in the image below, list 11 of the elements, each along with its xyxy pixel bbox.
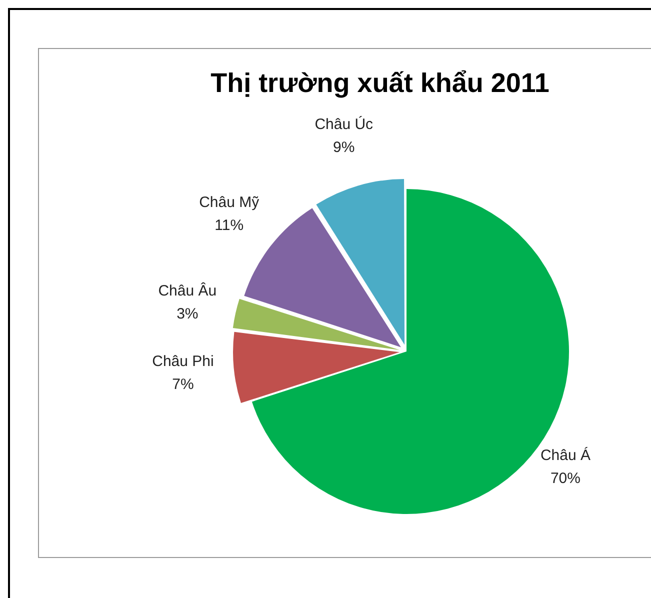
- data-label: 70%: [550, 470, 580, 488]
- slice-label: Châu Âu: [158, 282, 217, 300]
- slice-label: Châu Úc: [314, 115, 374, 134]
- data-label: 9%: [333, 139, 355, 156]
- data-label: 7%: [172, 376, 194, 393]
- slice-label: Châu Phi: [152, 352, 214, 370]
- data-label: 11%: [214, 217, 244, 234]
- slice-label: Châu Á: [540, 446, 590, 464]
- slice-label: Châu Mỹ: [199, 194, 260, 212]
- data-label: 3%: [176, 306, 198, 323]
- chart-title: Thị trường xuất khẩu 2011: [210, 68, 550, 99]
